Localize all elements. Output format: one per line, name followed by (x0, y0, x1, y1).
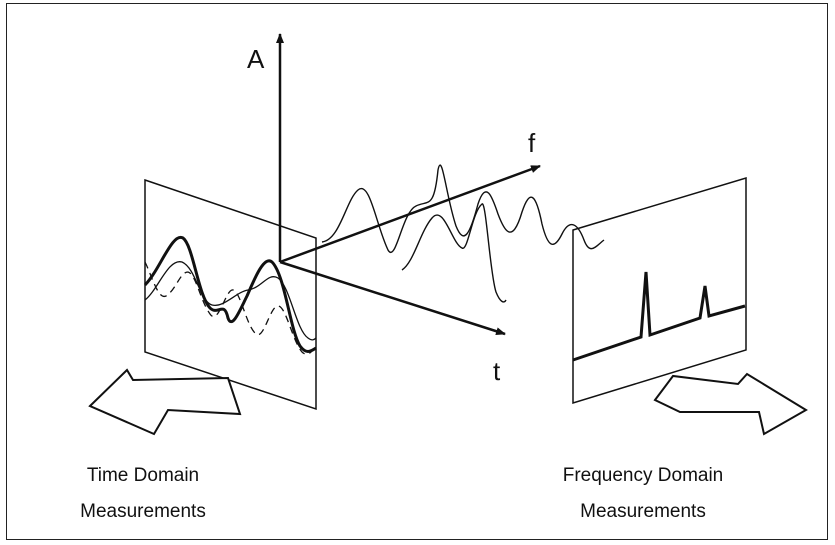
frequency-domain-caption-line1: Frequency Domain (562, 465, 724, 486)
time-domain-caption-line1: Time Domain (86, 465, 200, 486)
frequency-domain-caption-line2: Measurements (580, 501, 706, 522)
frequency-domain-panel (572, 176, 747, 405)
time-component-waveform (144, 261, 317, 341)
time-sum-waveform (143, 236, 317, 353)
frequency-axis (279, 164, 541, 264)
frequency-domain-caption: Frequency Domain Measurements (528, 458, 758, 530)
axes (276, 33, 541, 336)
time-axis-label: t (493, 356, 501, 386)
amplitude-axis-label: A (247, 44, 265, 74)
diagram-frame (6, 3, 828, 540)
frequency-spectrum (572, 271, 746, 362)
waveform-lower (401, 203, 507, 303)
time-domain-arrow-icon (88, 368, 242, 436)
time-domain-caption: Time Domain Measurements (38, 458, 248, 530)
frequency-domain-arrow-icon (653, 372, 808, 436)
time-dashed-waveform (144, 261, 317, 355)
time-domain-caption-line2: Measurements (80, 501, 206, 522)
time-domain-panel (143, 178, 317, 411)
waveform-upper (321, 164, 605, 254)
time-axis (279, 260, 506, 336)
frequency-axis-label: f (528, 128, 536, 158)
